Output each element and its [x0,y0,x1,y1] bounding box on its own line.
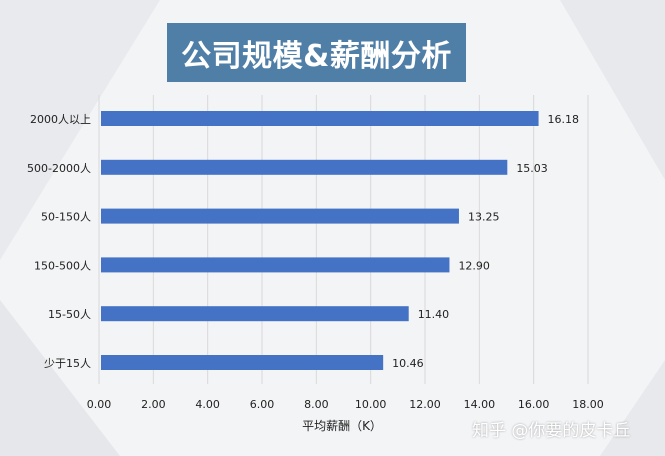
x-tick-label: 4.00 [195,398,220,411]
x-tick-label: 18.00 [572,398,604,411]
bar [101,306,409,322]
labels: 0.00 2.00 4.00 6.00 8.00 10.00 12.00 14.00 16.00… [27,113,604,411]
category-label: 2000人以上 [30,113,91,126]
category-label: 15-50人 [48,308,91,321]
bar [101,111,539,126]
value-label: 15.03 [516,162,548,175]
gridlines [98,95,589,384]
value-label: 16.18 [548,113,580,126]
x-tick-label: 14.00 [464,398,496,411]
category-label: 150-500人 [34,259,91,272]
value-label: 10.46 [392,357,424,370]
x-tick-label: 0.00 [87,398,112,411]
x-tick-label: 2.00 [141,398,166,411]
x-axis-title: 平均薪酬（K） [302,419,382,433]
x-tick-label: 6.00 [250,398,275,411]
category-label: 50-150人 [41,211,91,224]
bar [101,208,459,224]
x-tick-label: 12.00 [409,398,441,411]
x-tick-label: 8.00 [304,398,329,411]
category-label: 500-2000人 [27,162,91,175]
value-label: 13.25 [468,211,500,224]
bar [101,355,384,370]
bar [101,159,508,175]
value-label: 11.40 [418,308,450,321]
watermark: 知乎 @你要的皮卡丘 [472,421,631,441]
bars [101,111,539,370]
x-tick-label: 16.00 [518,398,550,411]
value-label: 12.90 [458,259,490,272]
category-label: 少于15人 [44,357,91,370]
bar [101,257,450,273]
chart-title: 公司规模&薪酬分析 [167,23,466,82]
x-tick-label: 10.00 [355,398,387,411]
